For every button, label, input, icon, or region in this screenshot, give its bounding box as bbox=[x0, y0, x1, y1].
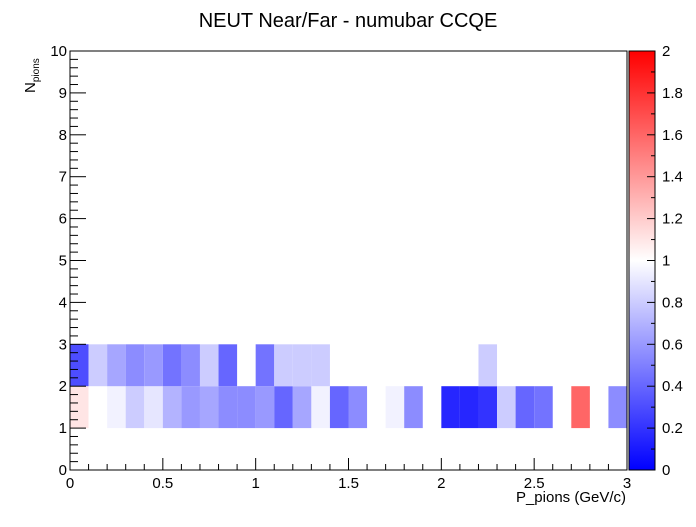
color-scale-tick-label: 1.6 bbox=[662, 127, 683, 144]
x-tick-label: 1 bbox=[251, 475, 259, 492]
heatmap-cell bbox=[571, 386, 590, 429]
heatmap-cell bbox=[88, 386, 108, 429]
x-tick-label: 3 bbox=[623, 475, 631, 492]
color-scale-tick-label: 0.8 bbox=[662, 294, 683, 311]
heatmap-cell bbox=[70, 386, 89, 429]
heatmap-cell bbox=[107, 344, 126, 387]
color-scale-tick-label: 1.2 bbox=[662, 211, 683, 228]
heatmap-cell bbox=[459, 386, 479, 429]
y-tick-label: 0 bbox=[59, 462, 67, 479]
heatmap-cell bbox=[199, 344, 219, 387]
color-scale-tick-label: 1.8 bbox=[662, 85, 683, 102]
heatmap-cell bbox=[608, 386, 627, 429]
heatmap-cell bbox=[478, 386, 498, 429]
heatmap-cell bbox=[292, 344, 312, 387]
y-tick-label: 4 bbox=[59, 294, 67, 311]
heatmap-cell bbox=[311, 386, 330, 429]
heatmap-cell bbox=[292, 386, 312, 429]
heatmap-cell bbox=[255, 386, 275, 429]
heatmap-cell bbox=[478, 344, 498, 387]
heatmap-cell bbox=[348, 386, 368, 429]
x-tick-label: 1.5 bbox=[338, 475, 359, 492]
color-scale-axis: 0 0.2 0.4 0.6 0.8 1 1.2 1.4 1.6 1.8 2 bbox=[647, 43, 683, 479]
x-tick-label: 2 bbox=[437, 475, 445, 492]
color-scale-tick-label: 1 bbox=[662, 253, 670, 270]
color-scale-tick-label: 0.4 bbox=[662, 378, 683, 395]
heatmap-cell bbox=[534, 386, 553, 429]
heatmap-cell bbox=[125, 344, 145, 387]
color-scale-tick-label: 0 bbox=[662, 462, 670, 479]
heatmap-cell bbox=[274, 344, 293, 387]
y-tick-label: 6 bbox=[59, 211, 67, 228]
heatmap-cell bbox=[88, 344, 108, 387]
color-scale-tick-label: 2 bbox=[662, 43, 670, 60]
heatmap-cell bbox=[404, 386, 423, 429]
y-tick-label: 8 bbox=[59, 127, 67, 144]
x-tick-label: 0 bbox=[66, 475, 74, 492]
y-tick-label: 3 bbox=[59, 336, 67, 353]
x-axis: 0 0.5 1 1.5 2 2.5 3 bbox=[66, 458, 631, 492]
heatmap-cell bbox=[218, 386, 238, 429]
heatmap-cell bbox=[162, 386, 182, 429]
heatmap-cell bbox=[162, 344, 182, 387]
y-tick-label: 9 bbox=[59, 85, 67, 102]
y-tick-label: 1 bbox=[59, 420, 67, 437]
color-scale-tick-label: 0.2 bbox=[662, 420, 683, 437]
heatmap-cell bbox=[218, 344, 238, 387]
heatmap-cell bbox=[181, 386, 200, 429]
y-axis: 0 1 2 3 4 5 6 7 8 9 10 bbox=[50, 43, 86, 479]
heatmap-cell bbox=[515, 386, 535, 429]
heatmap-cell bbox=[70, 344, 89, 387]
heatmap-cell bbox=[107, 386, 126, 429]
heatmap-cell bbox=[441, 386, 460, 429]
color-scale-tick-label: 0.6 bbox=[662, 336, 683, 353]
y-tick-label: 7 bbox=[59, 169, 67, 186]
x-tick-label: 2.5 bbox=[524, 475, 545, 492]
heatmap-cell bbox=[255, 344, 275, 387]
y-axis-label: Npions bbox=[22, 58, 42, 93]
y-tick-label: 5 bbox=[59, 253, 67, 270]
heatmap-cell bbox=[144, 344, 163, 387]
heatmap-cell bbox=[497, 386, 516, 429]
y-tick-label: 2 bbox=[59, 378, 67, 395]
x-axis-label: P_pions (GeV/c) bbox=[516, 489, 626, 506]
chart-title: NEUT Near/Far - numubar CCQE bbox=[199, 10, 498, 32]
svg-text:Npions: Npions bbox=[22, 58, 42, 93]
x-tick-label: 0.5 bbox=[152, 475, 173, 492]
heatmap-cell bbox=[237, 386, 256, 429]
y-axis-label-main: N bbox=[22, 82, 39, 93]
heatmap-cell bbox=[144, 386, 163, 429]
heatmap-cell bbox=[199, 386, 219, 429]
heatmap-cell bbox=[385, 386, 405, 429]
heatmap-cell bbox=[181, 344, 200, 387]
heatmap-cell bbox=[274, 386, 293, 429]
y-axis-label-sub: pions bbox=[31, 58, 42, 82]
heatmap-cell bbox=[329, 386, 349, 429]
y-tick-label: 10 bbox=[50, 43, 67, 60]
color-scale-tick-label: 1.4 bbox=[662, 169, 683, 186]
heatmap-cell bbox=[125, 386, 145, 429]
heatmap-cell bbox=[311, 344, 330, 387]
heatmap-cells bbox=[70, 344, 627, 429]
